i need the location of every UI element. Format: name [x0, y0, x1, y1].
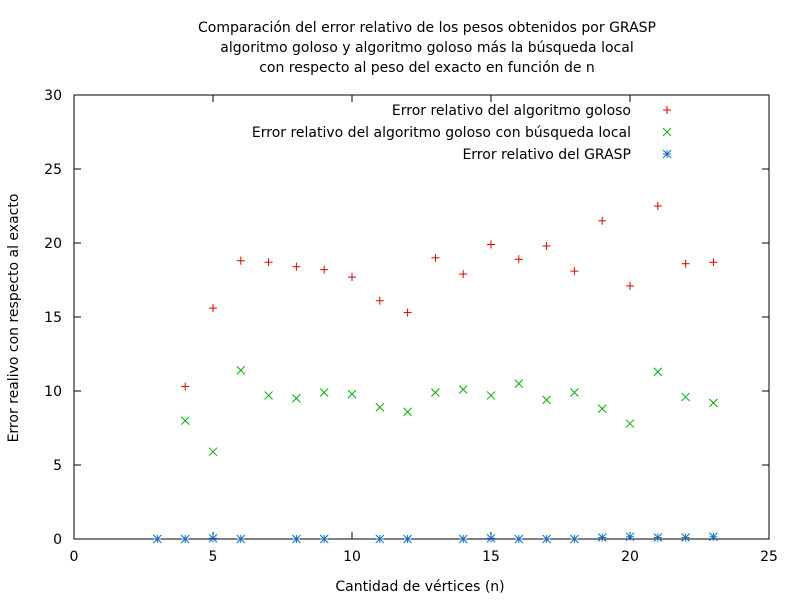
x-tick-label: 20	[621, 549, 639, 565]
chart-title-line-1: Comparación del error relativo de los pe…	[198, 20, 656, 36]
x-tick-label: 0	[70, 549, 79, 565]
data-point	[319, 534, 329, 544]
data-point	[625, 419, 635, 428]
data-point	[487, 240, 495, 249]
y-tick-label: 0	[53, 532, 62, 548]
legend-label: Error relativo del GRASP	[462, 147, 631, 163]
x-tick-label: 25	[760, 549, 778, 565]
data-point	[514, 255, 523, 264]
data-point	[681, 392, 690, 402]
legend-marker	[663, 106, 671, 114]
x-tick-label: 15	[482, 549, 500, 565]
data-point	[431, 388, 440, 397]
legend-marker	[662, 149, 672, 159]
chart-title-line-3: con respecto al peso del exacto en funci…	[259, 60, 595, 76]
data-point	[597, 533, 607, 542]
data-point	[403, 407, 412, 417]
data-point	[208, 533, 218, 543]
data-point	[375, 296, 384, 305]
data-point	[598, 216, 607, 225]
y-tick-label: 15	[44, 310, 62, 326]
data-point	[181, 382, 190, 391]
legend: Error relativo del algoritmo goloso Error…	[252, 103, 672, 163]
data-point	[292, 262, 301, 271]
chart-title-line-2: algoritmo goloso y algoritmo goloso más …	[220, 40, 633, 56]
data-point	[236, 534, 246, 544]
data-point	[597, 404, 607, 414]
data-point	[626, 281, 634, 290]
data-point	[208, 447, 218, 457]
data-point	[486, 391, 496, 400]
data-point	[153, 534, 162, 544]
series-1	[181, 202, 718, 391]
data-point	[709, 398, 718, 408]
data-point	[681, 533, 690, 542]
data-point	[542, 534, 551, 544]
data-point	[570, 534, 579, 544]
data-point	[514, 534, 524, 544]
data-point	[375, 534, 385, 544]
data-point	[542, 395, 551, 405]
y-tick-label: 5	[53, 458, 62, 474]
data-point	[180, 416, 190, 425]
x-tick-label: 10	[343, 549, 361, 565]
data-point	[570, 388, 579, 397]
series-2	[180, 365, 718, 457]
x-tick-label: 5	[209, 549, 218, 565]
data-point	[264, 258, 273, 267]
data-point	[180, 534, 190, 544]
data-point	[209, 304, 217, 313]
data-point	[653, 367, 663, 377]
data-point	[264, 391, 273, 400]
legend-label: Error relativo del algoritmo goloso con …	[252, 125, 631, 141]
data-point	[653, 533, 663, 542]
data-point	[348, 273, 356, 282]
y-tick-label: 25	[44, 162, 62, 178]
chart-title: Comparación del error relativo de los pe…	[198, 20, 656, 76]
x-axis-label: Cantidad de vértices (n)	[335, 579, 504, 595]
legend-marker	[662, 127, 672, 137]
data-point	[486, 533, 496, 543]
data-point	[625, 532, 635, 542]
data-point	[458, 534, 468, 544]
data-point	[709, 532, 718, 542]
y-axis: 0 5 10 15 20 25 30	[44, 88, 769, 548]
data-point	[375, 402, 385, 412]
data-point	[431, 253, 440, 262]
y-axis-label: Error realivo con respecto al exacto	[6, 194, 22, 443]
data-series	[153, 202, 718, 544]
data-point	[709, 258, 718, 267]
x-axis: 0 5 10 15 20 25	[70, 95, 778, 565]
data-point	[292, 394, 301, 403]
legend-label: Error relativo del algoritmo goloso	[392, 103, 631, 119]
data-point	[459, 270, 468, 279]
data-point	[653, 202, 662, 210]
y-tick-label: 20	[44, 236, 62, 252]
data-point	[403, 534, 412, 544]
data-point	[320, 265, 329, 274]
data-point	[458, 385, 468, 394]
data-point	[347, 389, 357, 399]
y-tick-label: 30	[44, 88, 62, 104]
data-point	[236, 365, 246, 375]
data-point	[403, 308, 412, 317]
data-point	[681, 259, 690, 268]
data-point	[236, 256, 245, 265]
data-point	[319, 388, 329, 397]
data-point	[514, 379, 524, 388]
data-point	[570, 267, 579, 276]
data-point	[542, 241, 551, 250]
y-tick-label: 10	[44, 384, 62, 400]
series-3	[153, 532, 718, 544]
data-point	[292, 534, 301, 544]
plot-frame	[73, 94, 770, 540]
